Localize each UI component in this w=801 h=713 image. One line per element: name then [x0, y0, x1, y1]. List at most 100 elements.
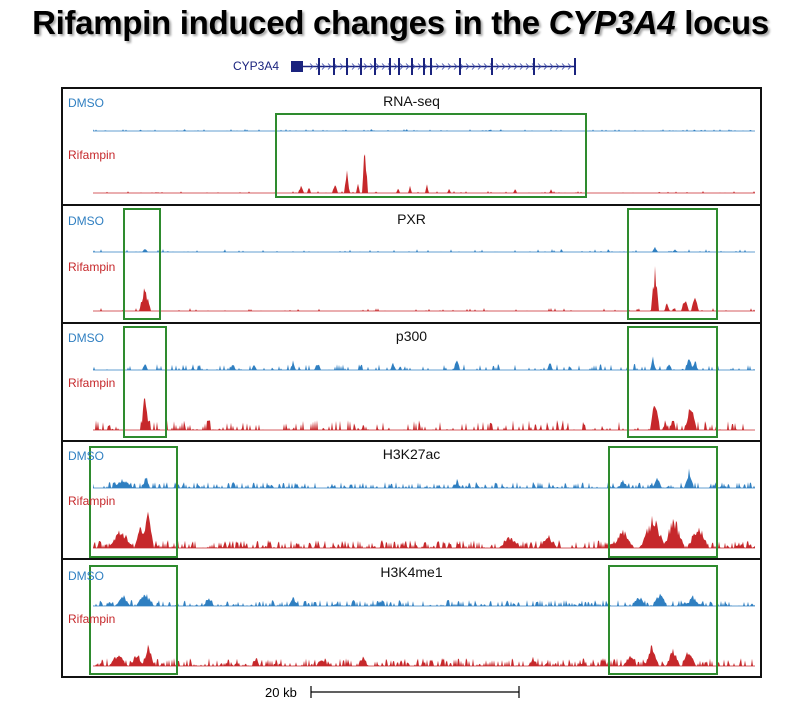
- gene-intron-arrow: [441, 63, 446, 70]
- gene-intron-arrow: [555, 63, 560, 70]
- gene-intron-arrow: [447, 63, 452, 70]
- highlight-box-pxr-right: [627, 208, 718, 320]
- gene-intron-arrow: [549, 63, 554, 70]
- gene-intron-arrow: [471, 63, 476, 70]
- signal-peaks: [93, 468, 755, 488]
- gene-exon: [346, 58, 348, 75]
- dmso-track-h3k4me1: [93, 593, 755, 607]
- dmso-track-p300: [93, 356, 755, 371]
- gene-exons: [318, 58, 576, 75]
- rifampin-label-pxr: Rifampin: [68, 260, 116, 274]
- panel-h3k4me1: H3K4me1 DMSO Rifampin: [61, 558, 762, 678]
- signal-peaks: [93, 593, 755, 606]
- gene-intron-arrow: [525, 63, 530, 70]
- tracks-pxr: [93, 208, 755, 320]
- gene-exon: [491, 58, 493, 75]
- gene-exon: [333, 58, 335, 75]
- signal-peaks: [93, 246, 755, 252]
- gene-intron-arrow: [375, 63, 380, 70]
- rifampin-track-h3k4me1: [93, 644, 755, 667]
- gene-intron-arrow: [513, 63, 518, 70]
- gene-intron-arrow: [405, 63, 410, 70]
- dmso-label-p300: DMSO: [68, 331, 104, 345]
- signal-peaks: [93, 356, 755, 370]
- signal-peaks: [93, 129, 755, 131]
- rifampin-label-h3k27ac: Rifampin: [68, 494, 116, 508]
- signal-peaks: [93, 154, 755, 193]
- gene-intron-arrow: [327, 63, 332, 70]
- gene-intron-arrow: [309, 63, 314, 70]
- gene-intron-arrow: [519, 63, 524, 70]
- dmso-track-rnaseq: [93, 129, 755, 132]
- highlight-box-pxr-left: [123, 208, 161, 320]
- gene-intron-arrow: [363, 63, 368, 70]
- panel-title-h3k27ac: H3K27ac: [382, 446, 441, 462]
- gene-intron-arrow: [537, 63, 542, 70]
- highlight-box-h3k27ac-left: [89, 446, 178, 558]
- signal-peaks: [93, 398, 755, 430]
- gene-exon: [411, 58, 413, 75]
- gene-intron-arrow: [495, 63, 500, 70]
- gene-intron-arrow: [435, 63, 440, 70]
- gene-intron-arrow: [399, 63, 404, 70]
- dmso-label-h3k4me1: DMSO: [68, 569, 104, 583]
- tracks-p300: [93, 326, 755, 438]
- gene-intron-arrow: [369, 63, 374, 70]
- gene-model: [291, 58, 576, 75]
- gene-exon: [318, 58, 320, 75]
- rifampin-label-p300: Rifampin: [68, 376, 116, 390]
- tracks-h3k4me1: [89, 565, 755, 675]
- scale-bar: [310, 686, 520, 698]
- signal-peaks: [93, 644, 755, 666]
- tracks-rnaseq: [93, 113, 755, 198]
- rifampin-track-pxr: [93, 266, 755, 312]
- gene-intron-arrow: [381, 63, 386, 70]
- signal-peaks: [93, 266, 755, 311]
- rifampin-track-rnaseq: [93, 154, 755, 194]
- gene-exon: [374, 58, 376, 75]
- gene-intron-arrow: [321, 63, 326, 70]
- gene-intron-arrow: [465, 63, 470, 70]
- panel-title-p300: p300: [395, 328, 428, 344]
- scale-bar-label: 20 kb: [265, 685, 297, 700]
- figure-title: Rifampin induced changes in the CYP3A4 l…: [0, 4, 801, 42]
- gene-intron-arrow: [501, 63, 506, 70]
- gene-exon: [574, 58, 576, 75]
- panel-title-rnaseq: RNA-seq: [383, 93, 440, 109]
- highlight-box-h3k27ac-right: [608, 446, 718, 558]
- highlight-box-p300-right: [627, 326, 718, 438]
- panel-pxr: PXR DMSO Rifampin: [61, 204, 762, 324]
- gene-exon: [430, 58, 432, 75]
- highlight-box-rnaseq: [275, 113, 587, 198]
- panel-title-pxr: PXR: [397, 211, 426, 227]
- gene-intron-arrow: [483, 63, 488, 70]
- highlight-box-h3k4me1-right: [608, 565, 718, 675]
- dmso-track-h3k27ac: [93, 468, 755, 489]
- gene-intron-arrow: [507, 63, 512, 70]
- gene-exon: [389, 58, 391, 75]
- panel-p300: p300 DMSO Rifampin: [61, 322, 762, 442]
- rifampin-label-h3k4me1: Rifampin: [68, 612, 116, 626]
- dmso-label-rnaseq: DMSO: [68, 96, 104, 110]
- gene-label: CYP3A4: [233, 59, 280, 73]
- gene-intron-arrow: [351, 63, 356, 70]
- rifampin-label-rnaseq: Rifampin: [68, 148, 116, 162]
- gene-exon: [360, 58, 362, 75]
- gene-intron-arrow: [339, 63, 344, 70]
- gene-intron-arrow: [393, 63, 398, 70]
- title-gene: CYP3A4: [548, 4, 676, 41]
- gene-intron-arrow: [543, 63, 548, 70]
- gene-intron-arrow: [477, 63, 482, 70]
- rifampin-track-p300: [93, 398, 755, 431]
- tracks-h3k27ac: [89, 446, 755, 558]
- dmso-label-h3k27ac: DMSO: [68, 449, 104, 463]
- title-main: Rifampin induced changes in the: [32, 4, 549, 41]
- gene-exon: [423, 58, 425, 75]
- gene-exon: [398, 58, 400, 75]
- rifampin-track-h3k27ac: [93, 511, 755, 549]
- gene-exon: [533, 58, 535, 75]
- panel-rnaseq: RNA-seq DMSO Rifampin: [61, 87, 762, 206]
- gene-intron-arrow: [567, 63, 572, 70]
- highlight-box-p300-left: [123, 326, 167, 438]
- title-tail: locus: [675, 4, 769, 41]
